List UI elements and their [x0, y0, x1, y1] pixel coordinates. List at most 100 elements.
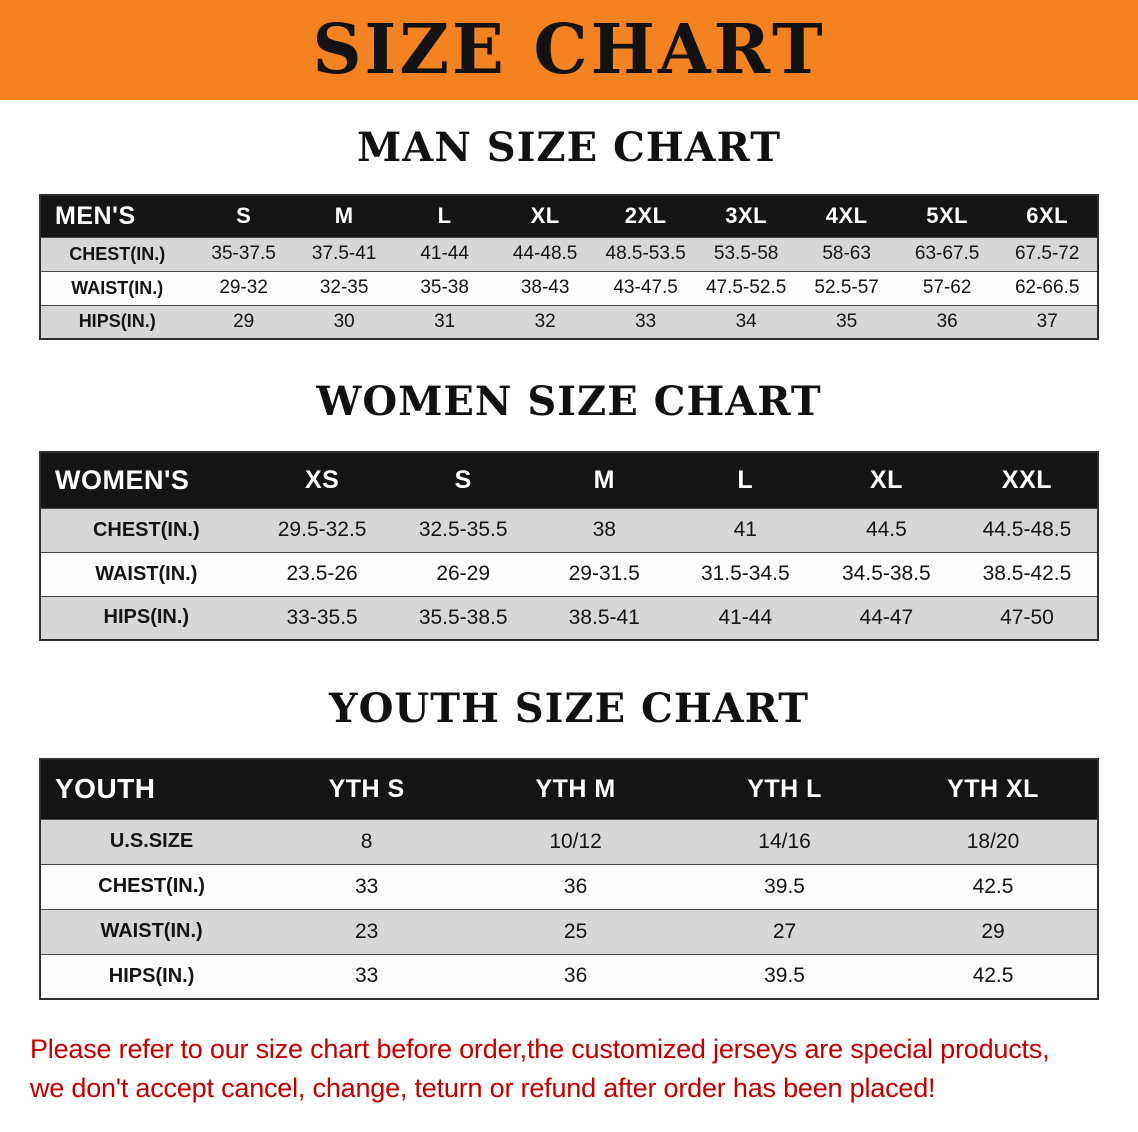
size-header-cell: YTH L [680, 759, 890, 819]
value-cell: 29 [193, 304, 294, 339]
value-cell: 35.5-38.5 [392, 595, 534, 640]
size-header-cell: S [193, 195, 294, 237]
value-cell: 35-37.5 [193, 236, 294, 271]
value-cell: 42.5 [889, 863, 1098, 909]
value-cell: 67.5-72 [997, 236, 1098, 271]
row-label-cell: CHEST(IN.) [40, 863, 263, 909]
value-cell: 36 [471, 953, 681, 999]
value-cell: 47-50 [956, 595, 1098, 640]
value-cell: 35 [796, 304, 897, 339]
value-cell: 10/12 [471, 818, 681, 864]
table-row: CHEST(IN.) 29.5-32.5 32.5-35.5 38 41 44.5 44.5… [40, 507, 1098, 552]
size-header-cell: XL [815, 452, 957, 508]
value-cell: 43-47.5 [595, 270, 696, 305]
row-label-cell: HIPS(IN.) [40, 304, 194, 339]
size-header-cell: YTH S [262, 759, 472, 819]
value-cell: 62-66.5 [997, 270, 1098, 305]
size-header-cell: YTH XL [889, 759, 1098, 819]
value-cell: 33 [262, 953, 472, 999]
table-row: WAIST(IN.) 23.5-26 26-29 29-31.5 31.5-34.5 34… [40, 551, 1098, 596]
value-cell: 36 [896, 304, 998, 339]
value-cell: 48.5-53.5 [595, 236, 696, 271]
table-row: HIPS(IN.) 33-35.5 35.5-38.5 38.5-41 41-44 44-… [40, 595, 1098, 640]
value-cell: 33 [262, 863, 472, 909]
table-row: WAIST(IN.) 23 25 27 29 [40, 908, 1098, 954]
table-header-row: YOUTH YTH S YTH M YTH L YTH XL [40, 759, 1098, 819]
row-label-cell: WAIST(IN.) [40, 908, 263, 954]
table-row: CHEST(IN.) 33 36 39.5 42.5 [40, 863, 1098, 909]
value-cell: 36 [471, 863, 681, 909]
table-row: CHEST(IN.) 35-37.5 37.5-41 41-44 44-48.5 48.5… [40, 236, 1098, 271]
value-cell: 58-63 [796, 236, 897, 271]
value-cell: 33-35.5 [251, 595, 393, 640]
title-banner: SIZE CHART [0, 0, 1138, 100]
value-cell: 31.5-34.5 [674, 551, 816, 596]
value-cell: 35-38 [394, 270, 495, 305]
value-cell: 29.5-32.5 [251, 507, 393, 552]
value-cell: 41-44 [674, 595, 816, 640]
table-title-cell: WOMEN'S [40, 452, 252, 508]
row-label-cell: U.S.SIZE [40, 818, 263, 864]
value-cell: 38 [533, 507, 675, 552]
value-cell: 63-67.5 [896, 236, 998, 271]
row-label-cell: CHEST(IN.) [40, 507, 252, 552]
row-label-cell: HIPS(IN.) [40, 595, 252, 640]
youth-size-table: YOUTH YTH S YTH M YTH L YTH XL U.S.SIZE 8 10/12… [39, 758, 1099, 1000]
value-cell: 25 [471, 908, 681, 954]
value-cell: 44-47 [815, 595, 957, 640]
value-cell: 44-48.5 [494, 236, 596, 271]
value-cell: 38-43 [494, 270, 596, 305]
value-cell: 26-29 [392, 551, 534, 596]
value-cell: 32-35 [293, 270, 395, 305]
disclaimer-line-2: we don't accept cancel, change, teturn o… [30, 1073, 936, 1104]
value-cell: 53.5-58 [695, 236, 797, 271]
value-cell: 37 [997, 304, 1098, 339]
men-size-section: MAN SIZE CHART MEN'S S M L XL 2XL 3XL 4XL 5XL 6XL… [0, 124, 1138, 340]
men-section-heading: MAN SIZE CHART [357, 124, 781, 171]
table-row: WAIST(IN.) 29-32 32-35 35-38 38-43 43-47.5 47.… [40, 270, 1098, 305]
size-header-cell: XS [251, 452, 393, 508]
women-section-heading: WOMEN SIZE CHART [316, 378, 822, 425]
size-header-cell: 2XL [595, 195, 696, 237]
value-cell: 8 [262, 818, 472, 864]
value-cell: 31 [394, 304, 495, 339]
row-label-cell: HIPS(IN.) [40, 953, 263, 999]
size-header-cell: XL [494, 195, 596, 237]
value-cell: 32 [494, 304, 596, 339]
size-header-cell: M [293, 195, 395, 237]
value-cell: 39.5 [680, 863, 890, 909]
value-cell: 32.5-35.5 [392, 507, 534, 552]
row-label-cell: WAIST(IN.) [40, 270, 194, 305]
value-cell: 23 [262, 908, 472, 954]
men-size-table: MEN'S S M L XL 2XL 3XL 4XL 5XL 6XL CHEST(IN.) 35-37… [39, 194, 1099, 340]
size-header-cell: 5XL [896, 195, 998, 237]
value-cell: 41 [674, 507, 816, 552]
value-cell: 39.5 [680, 953, 890, 999]
value-cell: 14/16 [680, 818, 890, 864]
table-row: HIPS(IN.) 33 36 39.5 42.5 [40, 953, 1098, 999]
value-cell: 57-62 [896, 270, 998, 305]
size-header-cell: 3XL [695, 195, 797, 237]
value-cell: 29 [889, 908, 1098, 954]
size-header-cell: 6XL [997, 195, 1098, 237]
size-header-cell: L [674, 452, 816, 508]
value-cell: 37.5-41 [293, 236, 395, 271]
value-cell: 42.5 [889, 953, 1098, 999]
table-row: HIPS(IN.) 29 30 31 32 33 34 35 36 37 [40, 304, 1098, 339]
value-cell: 38.5-42.5 [956, 551, 1098, 596]
value-cell: 47.5-52.5 [695, 270, 797, 305]
value-cell: 30 [293, 304, 395, 339]
value-cell: 18/20 [889, 818, 1098, 864]
table-title-cell: MEN'S [40, 195, 194, 237]
disclaimer-notice: Please refer to our size chart before or… [0, 1030, 1138, 1108]
youth-section-heading: YOUTH SIZE CHART [329, 685, 809, 732]
value-cell: 27 [680, 908, 890, 954]
value-cell: 34 [695, 304, 797, 339]
women-size-table: WOMEN'S XS S M L XL XXL CHEST(IN.) 29.5-32.5 32.5… [39, 451, 1099, 641]
value-cell: 41-44 [394, 236, 495, 271]
value-cell: 33 [595, 304, 696, 339]
size-header-cell: YTH M [471, 759, 681, 819]
disclaimer-line-1: Please refer to our size chart before or… [30, 1034, 1050, 1064]
row-label-cell: WAIST(IN.) [40, 551, 252, 596]
